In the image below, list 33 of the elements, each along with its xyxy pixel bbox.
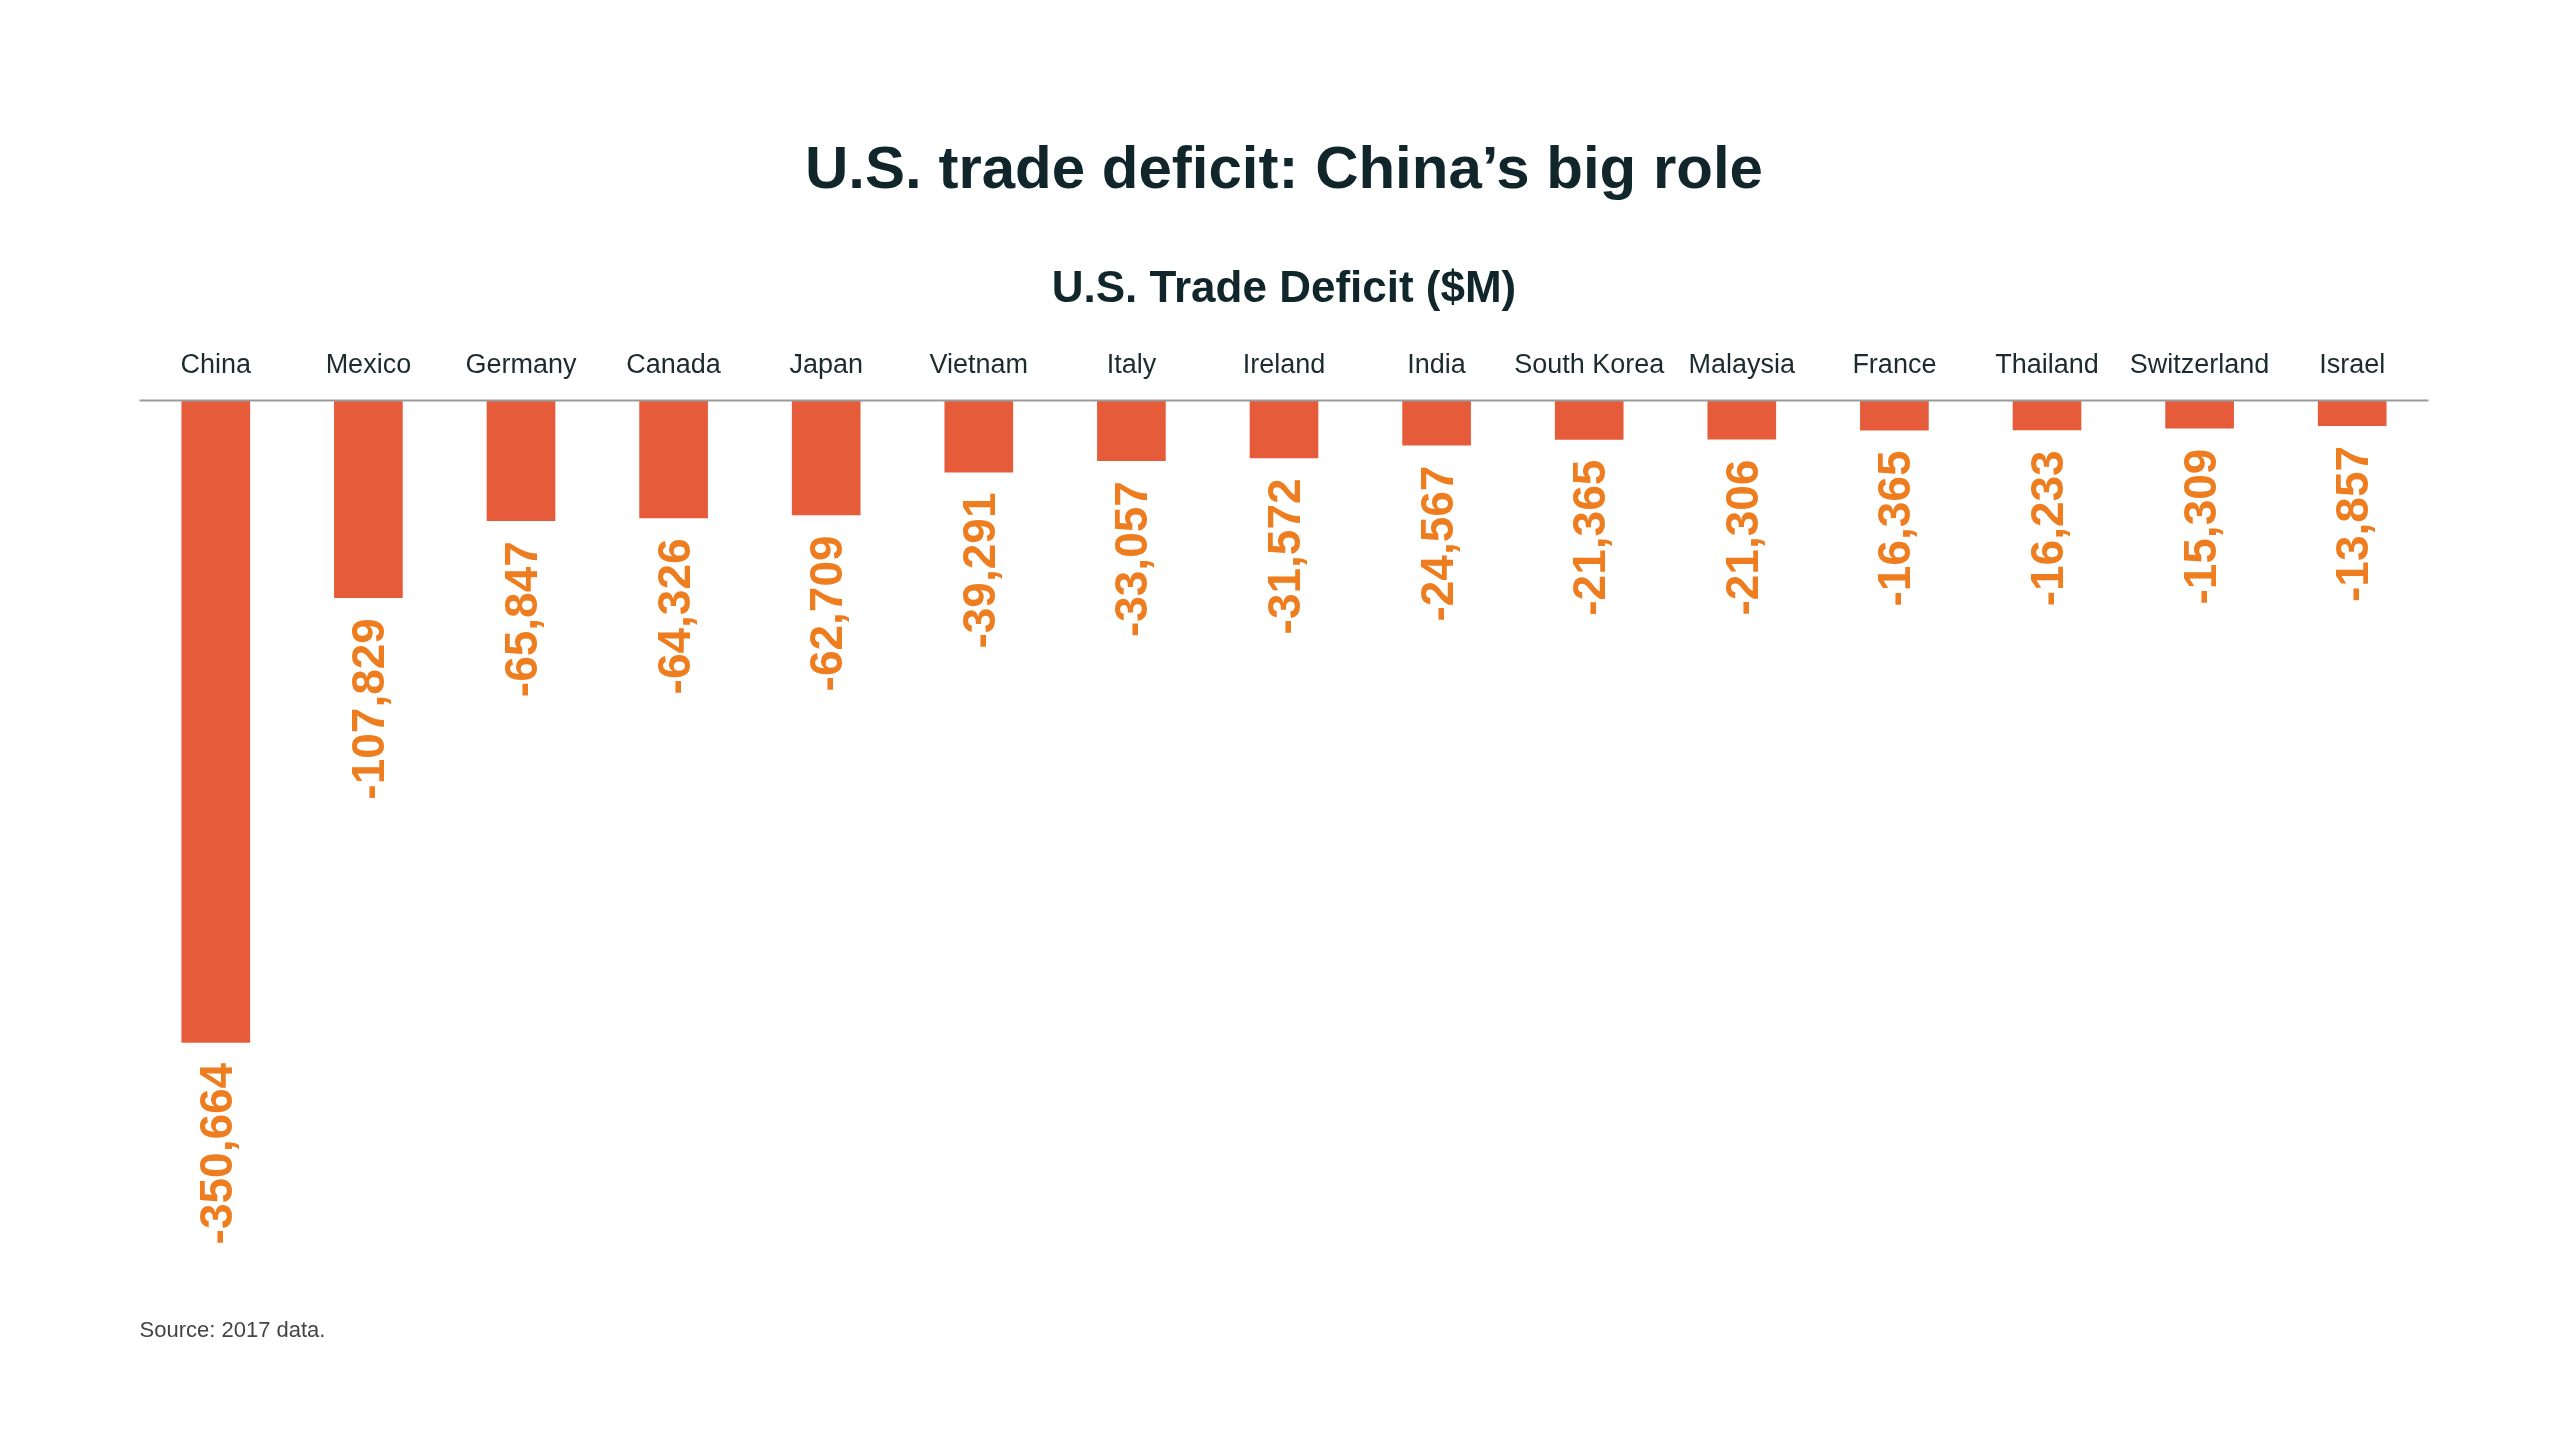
x-tick-label: Italy (1106, 348, 1157, 379)
data-label: -13,857 (2326, 445, 2379, 602)
x-tick-label: Vietnam (929, 348, 1029, 379)
chart-subtitle: U.S. Trade Deficit ($M) (1051, 261, 1517, 311)
data-label: -350,664 (189, 1062, 242, 1245)
x-tick-label: Switzerland (2129, 348, 2270, 379)
x-tick-label: France (1852, 348, 1937, 379)
data-label: -33,057 (1105, 481, 1158, 638)
data-label: -21,306 (1715, 459, 1768, 616)
data-label: -16,233 (2021, 450, 2073, 607)
data-label: -16,365 (1868, 450, 1921, 607)
x-tick-label: South Korea (1514, 348, 1666, 379)
data-label: -15,309 (2173, 448, 2226, 605)
x-tick-label: Thailand (1995, 348, 2099, 379)
x-tick-label: Malaysia (1688, 348, 1797, 379)
data-label: -24,567 (1410, 465, 1463, 622)
data-label: -31,572 (1258, 478, 1310, 635)
data-label: -64,326 (647, 538, 700, 695)
x-tick-label: Germany (465, 348, 578, 379)
x-tick-label: Canada (626, 348, 722, 379)
x-tick-label: Mexico (325, 348, 412, 379)
data-label: -21,365 (1563, 459, 1616, 616)
data-label: -62,709 (800, 535, 853, 692)
data-label: -65,847 (495, 541, 547, 698)
source-note: Source: 2017 data. (139, 1316, 326, 1342)
x-tick-label: India (1407, 348, 1467, 379)
data-label: -39,291 (952, 492, 1005, 649)
x-tick-label: Japan (789, 348, 863, 379)
data-label: -107,829 (342, 618, 395, 800)
x-tick-label: China (180, 348, 253, 379)
x-tick-label: Ireland (1242, 348, 1326, 379)
chart-title: U.S. trade deficit: China’s big role (805, 134, 1763, 201)
x-tick-label: Israel (2319, 348, 2386, 379)
